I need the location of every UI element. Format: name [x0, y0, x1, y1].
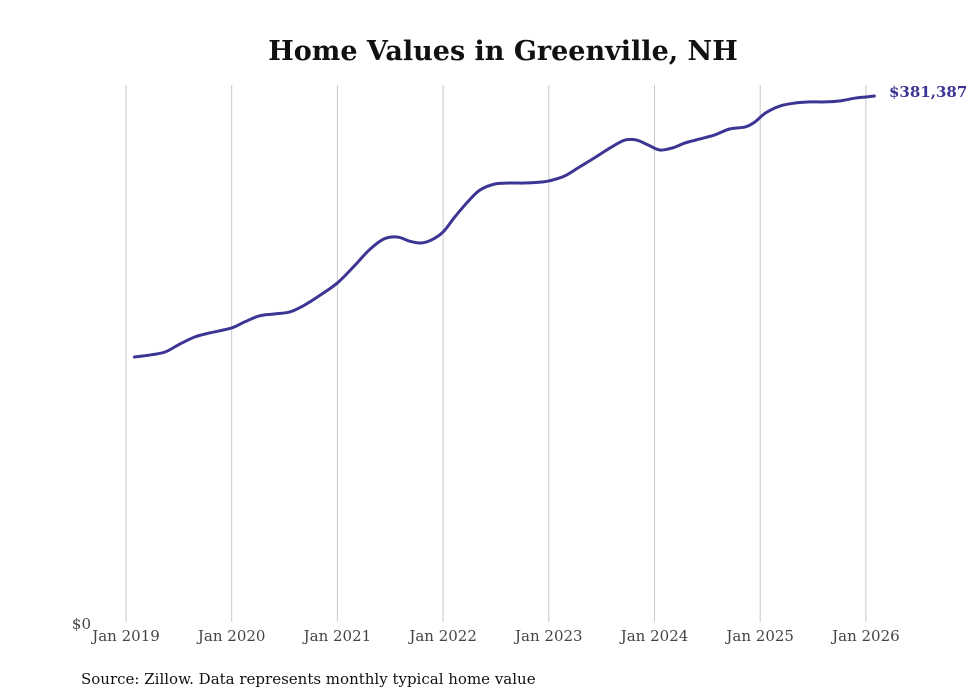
- x-tick-label: Jan 2024: [619, 627, 689, 645]
- gridlines: [125, 85, 867, 622]
- x-axis-ticks: Jan 2019 Jan 2020 Jan 2021 Jan 2022 Jan 2023…: [90, 627, 899, 645]
- chart-title: Home Values in Greenville, NH: [268, 36, 737, 67]
- x-tick-label: Jan 2023: [513, 627, 583, 645]
- x-tick-label: Jan 2026: [830, 627, 900, 645]
- x-tick-label: Jan 2025: [724, 627, 794, 645]
- data-points: [133, 95, 876, 359]
- source-note: Source: Zillow. Data represents monthly …: [81, 670, 536, 688]
- x-tick-label: Jan 2020: [196, 627, 266, 645]
- y-tick-label: $0: [72, 615, 91, 633]
- x-tick-label: Jan 2021: [302, 627, 372, 645]
- series-line: [132, 94, 876, 359]
- x-tick-label: Jan 2019: [90, 627, 160, 645]
- end-value-label: $381,387: [889, 83, 967, 101]
- x-tick-label: Jan 2022: [407, 627, 477, 645]
